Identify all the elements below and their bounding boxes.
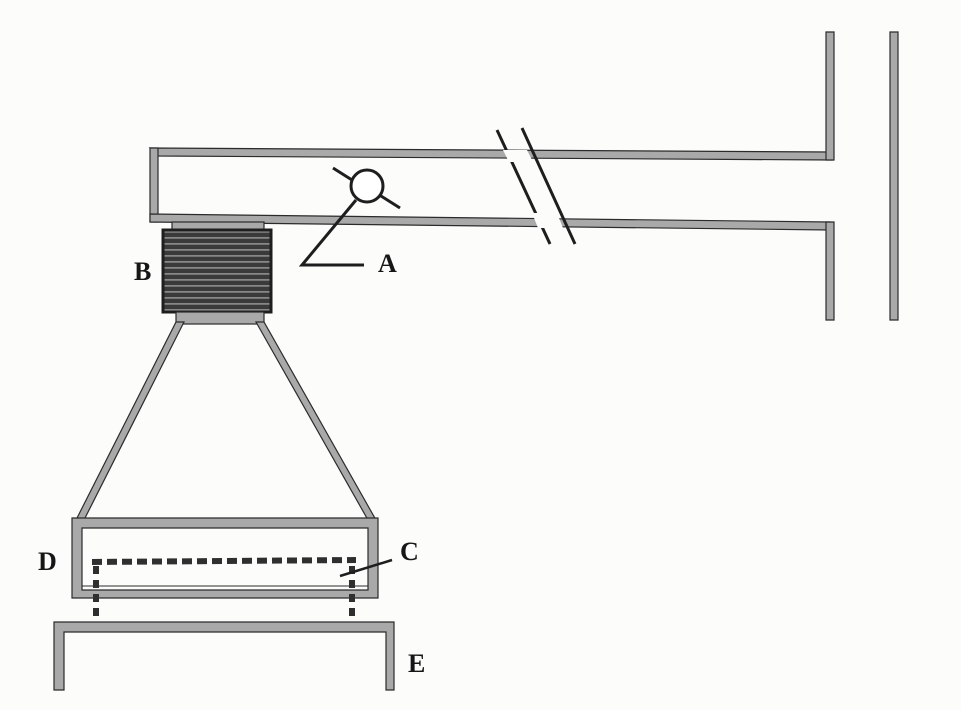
dashed-screen-c (91, 557, 393, 622)
dashed-top (91, 557, 357, 565)
chamber-outer-wall (889, 31, 899, 321)
vertical-chamber (825, 31, 899, 321)
frame-outer (71, 517, 379, 599)
support-e (53, 621, 395, 691)
valve-a (298, 166, 401, 267)
frame-d (71, 517, 379, 599)
coil-block (161, 228, 273, 314)
duct-left-wall (149, 147, 159, 223)
label-a: A (378, 249, 397, 278)
label-c: C (400, 537, 419, 566)
label-e: E (408, 649, 425, 678)
coil-b (161, 221, 273, 325)
duct-top-wall (148, 147, 833, 161)
valve-circle (349, 168, 385, 204)
chamber-inner-wall-upper (825, 31, 835, 161)
support-frame (53, 621, 395, 691)
chamber-inner-wall-lower (825, 221, 835, 321)
hood-right-wall (254, 321, 378, 521)
hood-left-wall (75, 321, 185, 521)
label-b: B (134, 257, 151, 286)
horizontal-duct (148, 127, 833, 245)
label-d: D (38, 547, 57, 576)
leader-line-c (339, 558, 393, 578)
hood-funnel (75, 321, 378, 521)
break-line-2 (520, 127, 577, 245)
leader-line-a (298, 199, 364, 267)
